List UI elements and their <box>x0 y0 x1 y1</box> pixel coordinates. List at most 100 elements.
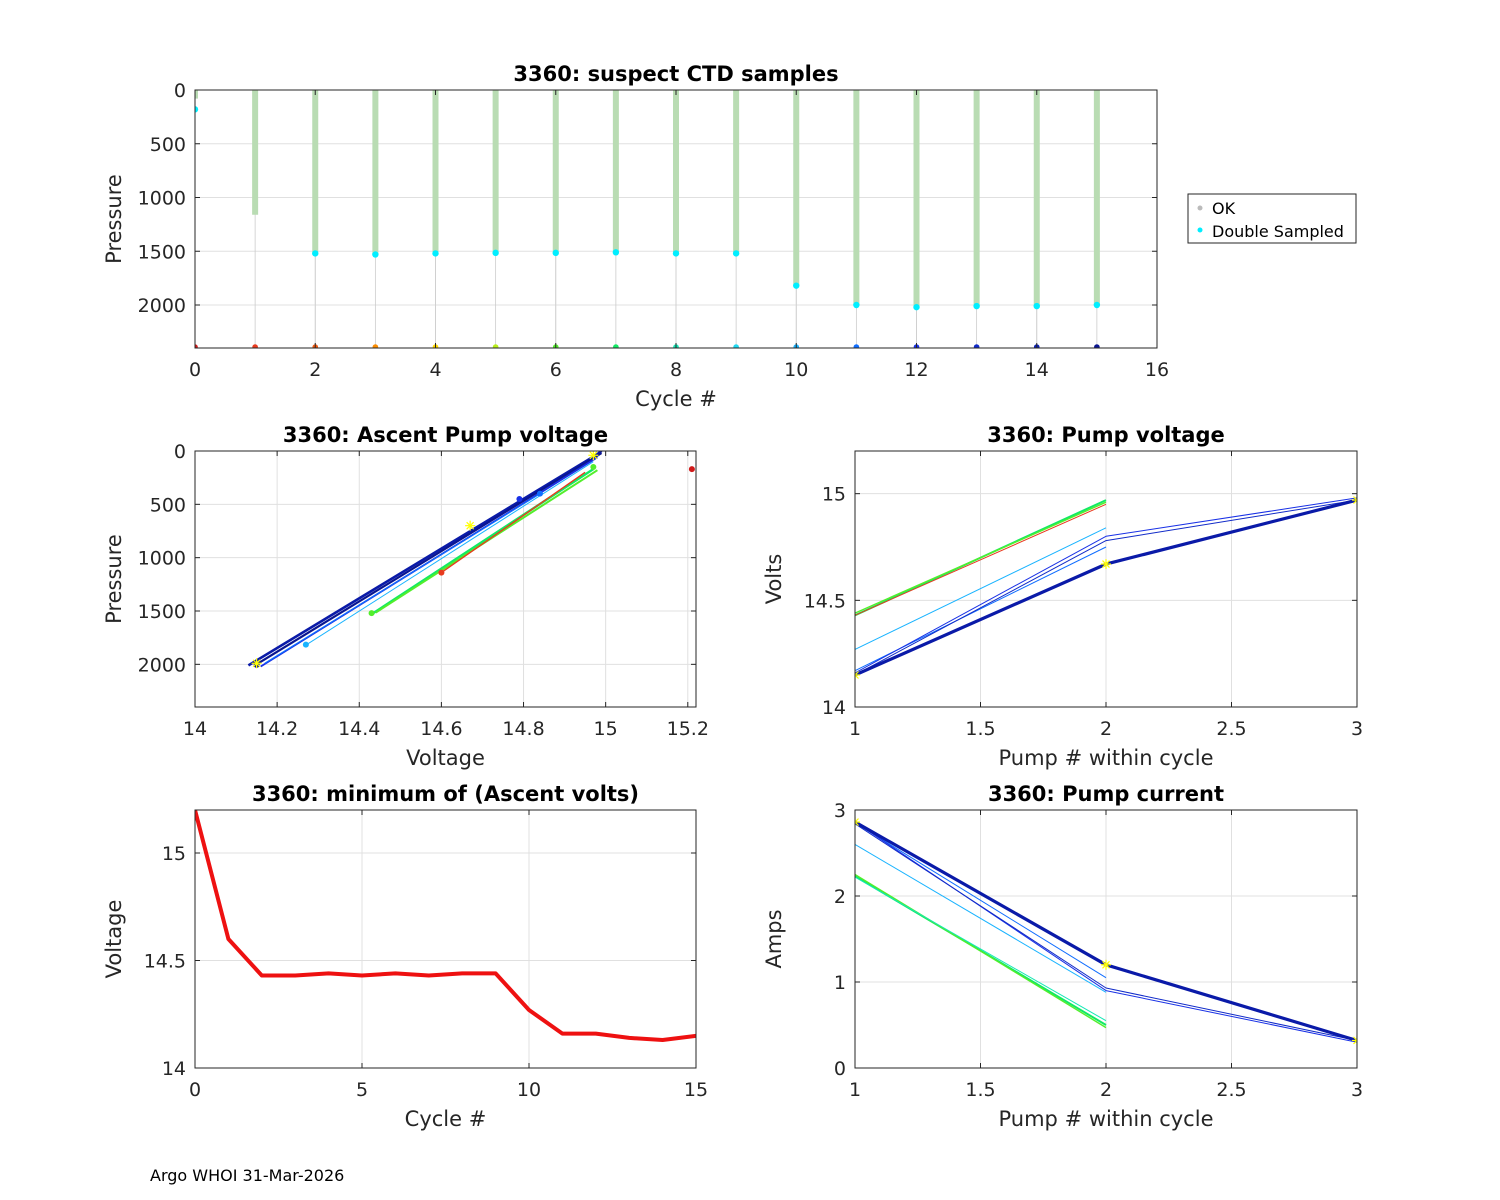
plot-content <box>855 495 1357 680</box>
cycle-marker <box>853 344 860 348</box>
double-sampled-point <box>195 106 199 113</box>
y-tick-label: 14.5 <box>144 951 186 973</box>
plot-content <box>195 90 1101 348</box>
plot-ascent: 14 14.2 14.4 14.6 14.8 15 15.2 0 500 1000 1500 2000… <box>102 423 709 770</box>
y-tick-label: 2000 <box>138 295 186 317</box>
x-tick-label: 3 <box>1351 1079 1363 1101</box>
data-point <box>536 490 543 497</box>
legend: OK Double Sampled <box>1187 193 1357 244</box>
series-line-5 <box>370 468 594 616</box>
legend-double-label: Double Sampled <box>1212 222 1344 241</box>
x-axis-label: Pump # within cycle <box>999 1107 1214 1131</box>
y-axis-label: Amps <box>762 909 786 968</box>
series-line-1 <box>855 501 1107 614</box>
y-axis-label: Pressure <box>102 534 126 624</box>
x-tick-label: 8 <box>670 359 682 381</box>
x-tick-label: 14 <box>183 718 207 740</box>
double-sampled-point <box>793 282 800 289</box>
double-sampled-point <box>312 250 319 257</box>
plot-pumpv: 1 1.5 2 2.5 3 14 14.5 15 3360: Pump voltage Pump … <box>762 423 1363 770</box>
y-tick-label: 15 <box>822 484 846 506</box>
series-line-0 <box>247 451 603 667</box>
cycle-marker <box>613 344 619 348</box>
x-tick-label: 1 <box>849 718 861 740</box>
plot-ctd: 0 2 4 6 8 10 12 14 16 0 500 1000 1500 2000 3360: suspe… <box>102 62 1169 411</box>
x-axis-label: Pump # within cycle <box>999 746 1214 770</box>
series-line-6 <box>855 499 1357 676</box>
x-tick-label: 1.5 <box>965 718 995 740</box>
footer-credit: Argo WHOI 31-Mar-2026 <box>150 1166 345 1185</box>
x-tick-label: 1.5 <box>965 1079 995 1101</box>
x-tick-label: 10 <box>784 359 808 381</box>
y-tick-label: 14 <box>162 1058 186 1080</box>
y-tick-label: 2 <box>834 886 846 908</box>
x-tick-label: 16 <box>1145 359 1169 381</box>
y-axis-label: Voltage <box>102 900 126 979</box>
double-sampled-point <box>853 301 860 309</box>
x-tick-label: 2.5 <box>1216 718 1246 740</box>
double-sampled-point <box>552 249 559 257</box>
star-marker <box>465 520 476 531</box>
x-tick-label: 2 <box>309 359 321 381</box>
legend-double-marker <box>1197 227 1203 233</box>
series-line-1 <box>256 452 603 666</box>
series-line-4 <box>855 822 1107 979</box>
series-line-2 <box>855 503 1107 616</box>
data-point <box>590 464 597 470</box>
x-tick-label: 2 <box>1100 1079 1112 1101</box>
x-tick-label: 14 <box>1025 359 1049 381</box>
y-tick-label: 14.5 <box>804 590 846 612</box>
cycle-marker <box>973 344 980 348</box>
series-line-0 <box>195 810 696 1042</box>
x-tick-label: 15 <box>594 718 618 740</box>
series-line-2 <box>855 876 1107 1022</box>
y-tick-label: 500 <box>150 494 186 516</box>
plot-minv: 0 5 10 15 14 14.5 15 3360: minimum of (Ascent v… <box>102 782 708 1131</box>
chart-title: 3360: Pump voltage <box>987 423 1225 447</box>
series-line-7 <box>440 471 586 574</box>
y-tick-label: 2000 <box>138 654 186 676</box>
cycle-marker <box>1094 344 1100 348</box>
star-marker <box>588 451 599 461</box>
plot-content <box>855 817 1357 1046</box>
y-tick-label: 1500 <box>138 601 186 623</box>
plot-content <box>195 810 696 1042</box>
x-tick-label: 1 <box>849 1079 861 1101</box>
series-line-5 <box>855 497 1357 674</box>
x-axis-label: Voltage <box>406 746 485 770</box>
x-tick-label: 0 <box>189 1079 201 1101</box>
series-line-3 <box>264 493 541 664</box>
y-tick-label: 3 <box>834 800 846 822</box>
double-sampled-point <box>913 303 920 311</box>
star-marker <box>1101 559 1111 570</box>
x-tick-label: 14.8 <box>502 718 544 740</box>
y-tick-label: 1000 <box>138 548 186 570</box>
x-tick-label: 15 <box>684 1079 708 1101</box>
star-marker <box>251 658 262 669</box>
y-tick-label: 0 <box>174 441 186 463</box>
double-sampled-point <box>612 249 620 256</box>
series-line-3 <box>855 843 1107 993</box>
star-marker <box>855 670 860 680</box>
cycle-marker <box>733 344 739 348</box>
data-point <box>302 641 309 648</box>
double-sampled-point <box>672 250 680 257</box>
x-tick-label: 5 <box>356 1079 368 1101</box>
plot-area <box>195 810 696 1068</box>
data-point <box>438 569 445 576</box>
chart-title: 3360: suspect CTD samples <box>513 62 838 86</box>
x-tick-label: 15.2 <box>667 718 709 740</box>
double-sampled-point <box>1093 301 1101 309</box>
y-tick-label: 1500 <box>138 241 186 263</box>
series-line-6 <box>855 823 1357 1041</box>
x-tick-label: 3 <box>1351 718 1363 740</box>
plot-content <box>247 451 695 669</box>
chart-title: 3360: Ascent Pump voltage <box>283 423 608 447</box>
x-tick-label: 10 <box>517 1079 541 1101</box>
x-tick-label: 6 <box>550 359 562 381</box>
y-tick-label: 0 <box>174 80 186 102</box>
x-tick-label: 14.6 <box>420 718 462 740</box>
x-tick-label: 2.5 <box>1216 1079 1246 1101</box>
cycle-marker <box>372 344 379 348</box>
